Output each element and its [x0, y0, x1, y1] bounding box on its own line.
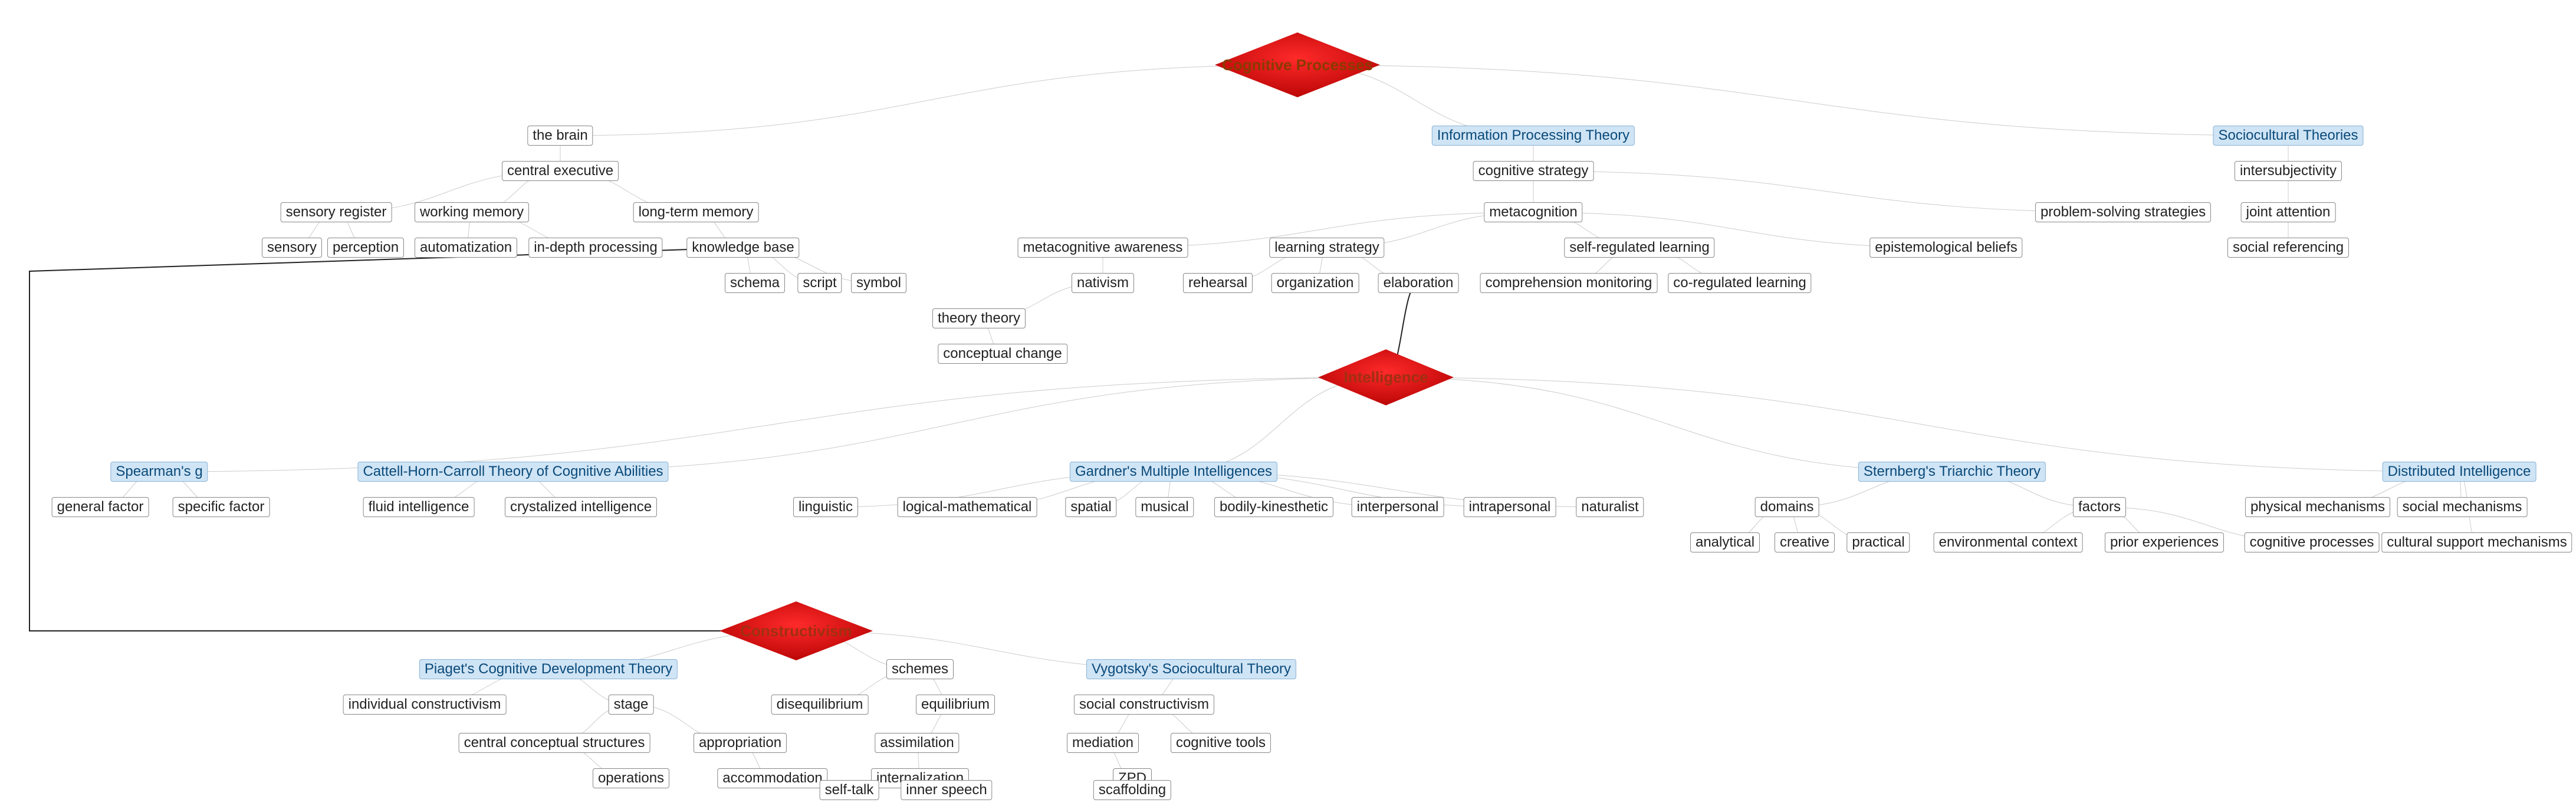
node-musical[interactable]: musical: [1135, 497, 1194, 517]
node-elaboration[interactable]: elaboration: [1378, 273, 1459, 293]
node-cog-tools[interactable]: cognitive tools: [1171, 733, 1271, 753]
node-spec-factor[interactable]: specific factor: [173, 497, 270, 517]
node-prob-solve[interactable]: problem-solving strategies: [2035, 202, 2211, 222]
node-intersub[interactable]: intersubjectivity: [2235, 161, 2342, 181]
diamond-d-const[interactable]: Constructivism: [719, 601, 873, 660]
diamond-label: Intelligence: [1338, 369, 1434, 387]
node-operations[interactable]: operations: [593, 768, 669, 788]
diamond-label: Constructivism: [734, 622, 857, 640]
node-conc-change[interactable]: conceptual change: [938, 344, 1067, 364]
node-interp[interactable]: interpersonal: [1352, 497, 1444, 517]
node-stage[interactable]: stage: [609, 695, 654, 715]
node-automat[interactable]: automatization: [415, 238, 517, 258]
node-domains[interactable]: domains: [1755, 497, 1819, 517]
node-gardner[interactable]: Gardner's Multiple Intelligences: [1070, 462, 1277, 482]
node-chc[interactable]: Cattell-Horn-Carroll Theory of Cognitive…: [357, 462, 668, 482]
node-phys-mech[interactable]: physical mechanisms: [2245, 497, 2390, 517]
node-kbase[interactable]: knowledge base: [686, 238, 799, 258]
node-script[interactable]: script: [797, 273, 842, 293]
node-piaget[interactable]: Piaget's Cognitive Development Theory: [419, 659, 678, 679]
node-analytical[interactable]: analytical: [1690, 532, 1760, 552]
node-self-reg[interactable]: self-regulated learning: [1564, 238, 1714, 258]
node-equil[interactable]: equilibrium: [916, 695, 995, 715]
diamond-d-intel[interactable]: Intelligence: [1318, 350, 1454, 406]
node-creative[interactable]: creative: [1775, 532, 1835, 552]
node-socio[interactable]: Sociocultural Theories: [2213, 126, 2363, 146]
diamond-label: Cognitive Processes: [1216, 56, 1379, 74]
node-ltm[interactable]: long-term memory: [633, 202, 759, 222]
node-meta-aw[interactable]: metacognitive awareness: [1018, 238, 1188, 258]
node-schemes[interactable]: schemes: [886, 659, 954, 679]
node-cog-strat[interactable]: cognitive strategy: [1473, 161, 1594, 181]
node-naturalist[interactable]: naturalist: [1576, 497, 1644, 517]
node-central-exec[interactable]: central executive: [502, 161, 619, 181]
node-scaffolding[interactable]: scaffolding: [1093, 780, 1171, 800]
node-bodkin[interactable]: bodily-kinesthetic: [1214, 497, 1333, 517]
node-logmath[interactable]: logical-mathematical: [898, 497, 1037, 517]
node-intrap[interactable]: intrapersonal: [1464, 497, 1556, 517]
node-fluid[interactable]: fluid intelligence: [363, 497, 475, 517]
node-metacog[interactable]: metacognition: [1484, 202, 1582, 222]
diamond-d-cog[interactable]: Cognitive Processes: [1215, 32, 1380, 97]
node-work-mem[interactable]: working memory: [415, 202, 529, 222]
node-indiv-const[interactable]: individual constructivism: [343, 695, 507, 715]
node-approp[interactable]: appropriation: [694, 733, 787, 753]
node-dist-intel[interactable]: Distributed Intelligence: [2383, 462, 2536, 482]
node-practical[interactable]: practical: [1846, 532, 1910, 552]
node-joint-att[interactable]: joint attention: [2241, 202, 2336, 222]
node-indepth[interactable]: in-depth processing: [528, 238, 662, 258]
node-sensory[interactable]: sensory: [262, 238, 322, 258]
node-comp-mon[interactable]: comprehension monitoring: [1480, 273, 1658, 293]
node-organization[interactable]: organization: [1271, 273, 1359, 293]
node-accomm[interactable]: accommodation: [717, 768, 827, 788]
node-env-ctx[interactable]: environmental context: [1934, 532, 2083, 552]
node-epist[interactable]: epistemological beliefs: [1869, 238, 2022, 258]
node-co-reg[interactable]: co-regulated learning: [1668, 273, 1811, 293]
node-soc-mech[interactable]: social mechanisms: [2397, 497, 2528, 517]
node-symbol[interactable]: symbol: [851, 273, 906, 293]
node-linguistic[interactable]: linguistic: [793, 497, 858, 517]
node-crystal[interactable]: crystalized intelligence: [505, 497, 657, 517]
node-innerspeech[interactable]: inner speech: [901, 780, 992, 800]
node-cult-mech[interactable]: cultural support mechanisms: [2381, 532, 2572, 552]
node-assim[interactable]: assimilation: [875, 733, 959, 753]
node-soc-const[interactable]: social constructivism: [1074, 695, 1214, 715]
node-sens-reg[interactable]: sensory register: [281, 202, 392, 222]
node-mediation[interactable]: mediation: [1067, 733, 1139, 753]
node-brain[interactable]: the brain: [527, 126, 593, 146]
node-soc-ref[interactable]: social referencing: [2227, 238, 2349, 258]
node-spearman[interactable]: Spearman's g: [110, 462, 208, 482]
node-prior-exp[interactable]: prior experiences: [2105, 532, 2224, 552]
node-cent-struct[interactable]: central conceptual structures: [459, 733, 650, 753]
node-selftalk[interactable]: self-talk: [820, 780, 879, 800]
node-perception[interactable]: perception: [327, 238, 404, 258]
node-schema[interactable]: schema: [725, 273, 785, 293]
node-learn-strat[interactable]: learning strategy: [1269, 238, 1384, 258]
node-sternberg[interactable]: Sternberg's Triarchic Theory: [1858, 462, 2046, 482]
node-rehearsal[interactable]: rehearsal: [1183, 273, 1253, 293]
node-ipt[interactable]: Information Processing Theory: [1432, 126, 1635, 146]
node-gen-factor[interactable]: general factor: [52, 497, 149, 517]
node-spatial[interactable]: spatial: [1065, 497, 1116, 517]
edge-canvas: [0, 0, 2576, 806]
node-theory2[interactable]: theory theory: [932, 308, 1026, 328]
node-cog-proc[interactable]: cognitive processes: [2245, 532, 2380, 552]
node-factors[interactable]: factors: [2073, 497, 2126, 517]
node-vygotsky[interactable]: Vygotsky's Sociocultural Theory: [1086, 659, 1296, 679]
node-diseq[interactable]: disequilibrium: [771, 695, 869, 715]
node-nativism[interactable]: nativism: [1072, 273, 1134, 293]
